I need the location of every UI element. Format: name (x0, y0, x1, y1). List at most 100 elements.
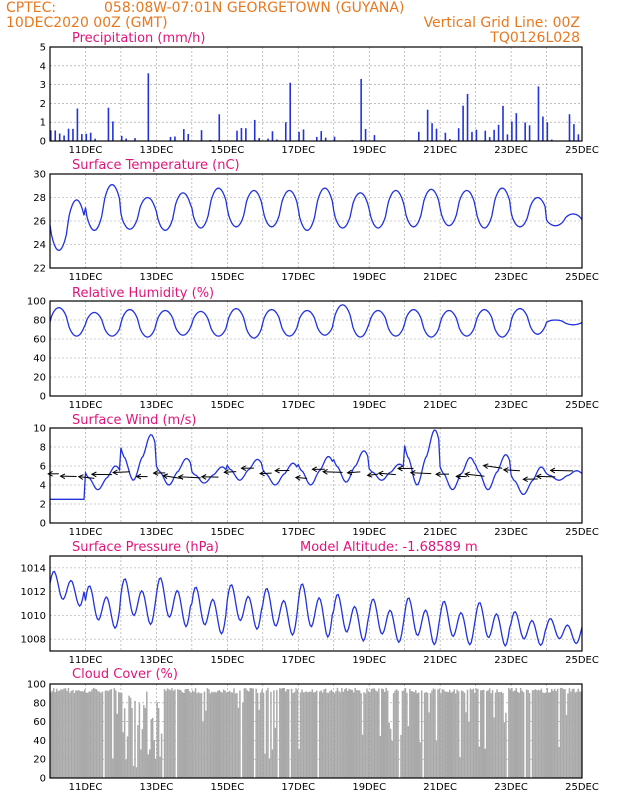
cloud-bar (363, 692, 365, 778)
precip-title: Precipitation (mm/h) (72, 31, 205, 46)
cloud-bar (78, 690, 80, 778)
cloud-bar (370, 688, 373, 778)
precip-bar (120, 135, 123, 141)
wind-title: Surface Wind (m/s) (72, 413, 196, 428)
cloud-bar (224, 690, 226, 778)
y-tick-label: 1008 (21, 635, 46, 646)
cloud-bar (567, 693, 569, 778)
precip-bar (271, 131, 274, 141)
cloud-bar (181, 692, 184, 778)
x-tick-label: 11DEC (69, 782, 103, 793)
cloud-bar (401, 691, 404, 778)
cloud-bar (216, 691, 219, 778)
cloud-bar (432, 688, 435, 778)
cloud-bar (519, 687, 522, 778)
cloud-bar (252, 688, 254, 778)
cloud-bar (446, 691, 448, 778)
cloud-bar (514, 690, 516, 778)
cloud-bar (465, 712, 467, 778)
header-grid-note: Vertical Grid Line: 00Z (424, 15, 580, 31)
cloud-bar (239, 690, 241, 778)
cloud-bar (540, 688, 543, 778)
cloud-bar (52, 688, 55, 778)
precip-bar (444, 132, 447, 141)
cloud-bar (131, 707, 133, 778)
cloud-bar (292, 693, 294, 778)
y-tick-label: 60 (33, 335, 46, 346)
wind-arrow-head (47, 470, 53, 477)
cloud-bar (466, 689, 469, 778)
cloud-bar (73, 692, 76, 778)
cloud-bar (203, 691, 206, 778)
wind-arrow-head (435, 471, 441, 478)
cloud-bar (60, 689, 62, 778)
precip-bar (76, 108, 79, 141)
cloud-bar (119, 692, 121, 778)
panel-frame (49, 300, 583, 397)
cloud-bar (153, 740, 155, 778)
cloud-bar (180, 689, 182, 778)
humidity-line (49, 304, 583, 339)
precip-bar (324, 137, 327, 141)
cloud-bar (341, 688, 343, 778)
cloud-bar (361, 734, 364, 778)
cloud-bar (104, 690, 107, 778)
cloud-bar (487, 690, 489, 778)
cloud-bar (564, 689, 566, 778)
cloud-bar (349, 689, 352, 778)
x-tick-label: 13DEC (140, 272, 174, 283)
cloud-bar (138, 703, 141, 778)
cloud-bar (101, 691, 104, 778)
cloud-bar (128, 695, 130, 778)
cloud-bar (475, 688, 478, 778)
cloud-bar (410, 691, 413, 778)
precip-bar (435, 128, 438, 141)
wind-arrow-head (535, 473, 542, 480)
cloud-bar (468, 721, 470, 778)
cloud-bar (342, 691, 345, 778)
cloud-bar (482, 689, 485, 778)
cloud-bar (543, 693, 546, 778)
precip-bar (89, 132, 92, 141)
cloud-bar (157, 707, 160, 778)
cloud-bar (409, 688, 411, 778)
wind-arrow (224, 471, 237, 473)
y-tick-label: 30 (33, 170, 46, 181)
cloud-bar (100, 692, 102, 778)
precip-bar (502, 105, 504, 141)
wind-arrow (323, 471, 343, 473)
cloud-bar (484, 748, 486, 778)
x-tick-label: 15DEC (210, 527, 244, 538)
cloud-bar (323, 689, 325, 778)
x-tick-label: 19DEC (352, 655, 386, 666)
cloud-bar (388, 722, 390, 778)
y-tick-label: 6 (40, 462, 46, 473)
x-tick-label: 17DEC (281, 527, 315, 538)
precip-bar (466, 94, 469, 141)
precip-bar (542, 116, 544, 141)
cloud-bar (472, 688, 475, 778)
wind-arrow-head (346, 469, 353, 476)
y-tick-label: 5 (40, 43, 46, 54)
precip-bar (302, 129, 305, 141)
cloud-bar (574, 692, 577, 778)
cloud-bar (69, 692, 71, 778)
cloud-bar (88, 691, 90, 778)
cloud-bar (196, 693, 198, 778)
cloud-bar (440, 693, 442, 778)
y-tick-label: 80 (33, 316, 46, 327)
cloud-bar (165, 691, 167, 778)
cloud-bar (354, 687, 356, 778)
cloud-bar (146, 691, 148, 778)
y-tick-label: 1 (40, 118, 46, 129)
cloud-bar (233, 688, 235, 778)
cloud-bar (282, 687, 284, 778)
cloud-bar (360, 693, 362, 778)
cloud-bar (386, 690, 389, 778)
wind-arrow-head (502, 467, 509, 473)
precip-bar (245, 128, 247, 141)
cloud-bar (287, 689, 290, 778)
wind-arrow (78, 476, 95, 479)
model-altitude-note: Model Altitude: -1.68589 m (300, 540, 478, 555)
x-tick-label: 13DEC (140, 782, 174, 793)
